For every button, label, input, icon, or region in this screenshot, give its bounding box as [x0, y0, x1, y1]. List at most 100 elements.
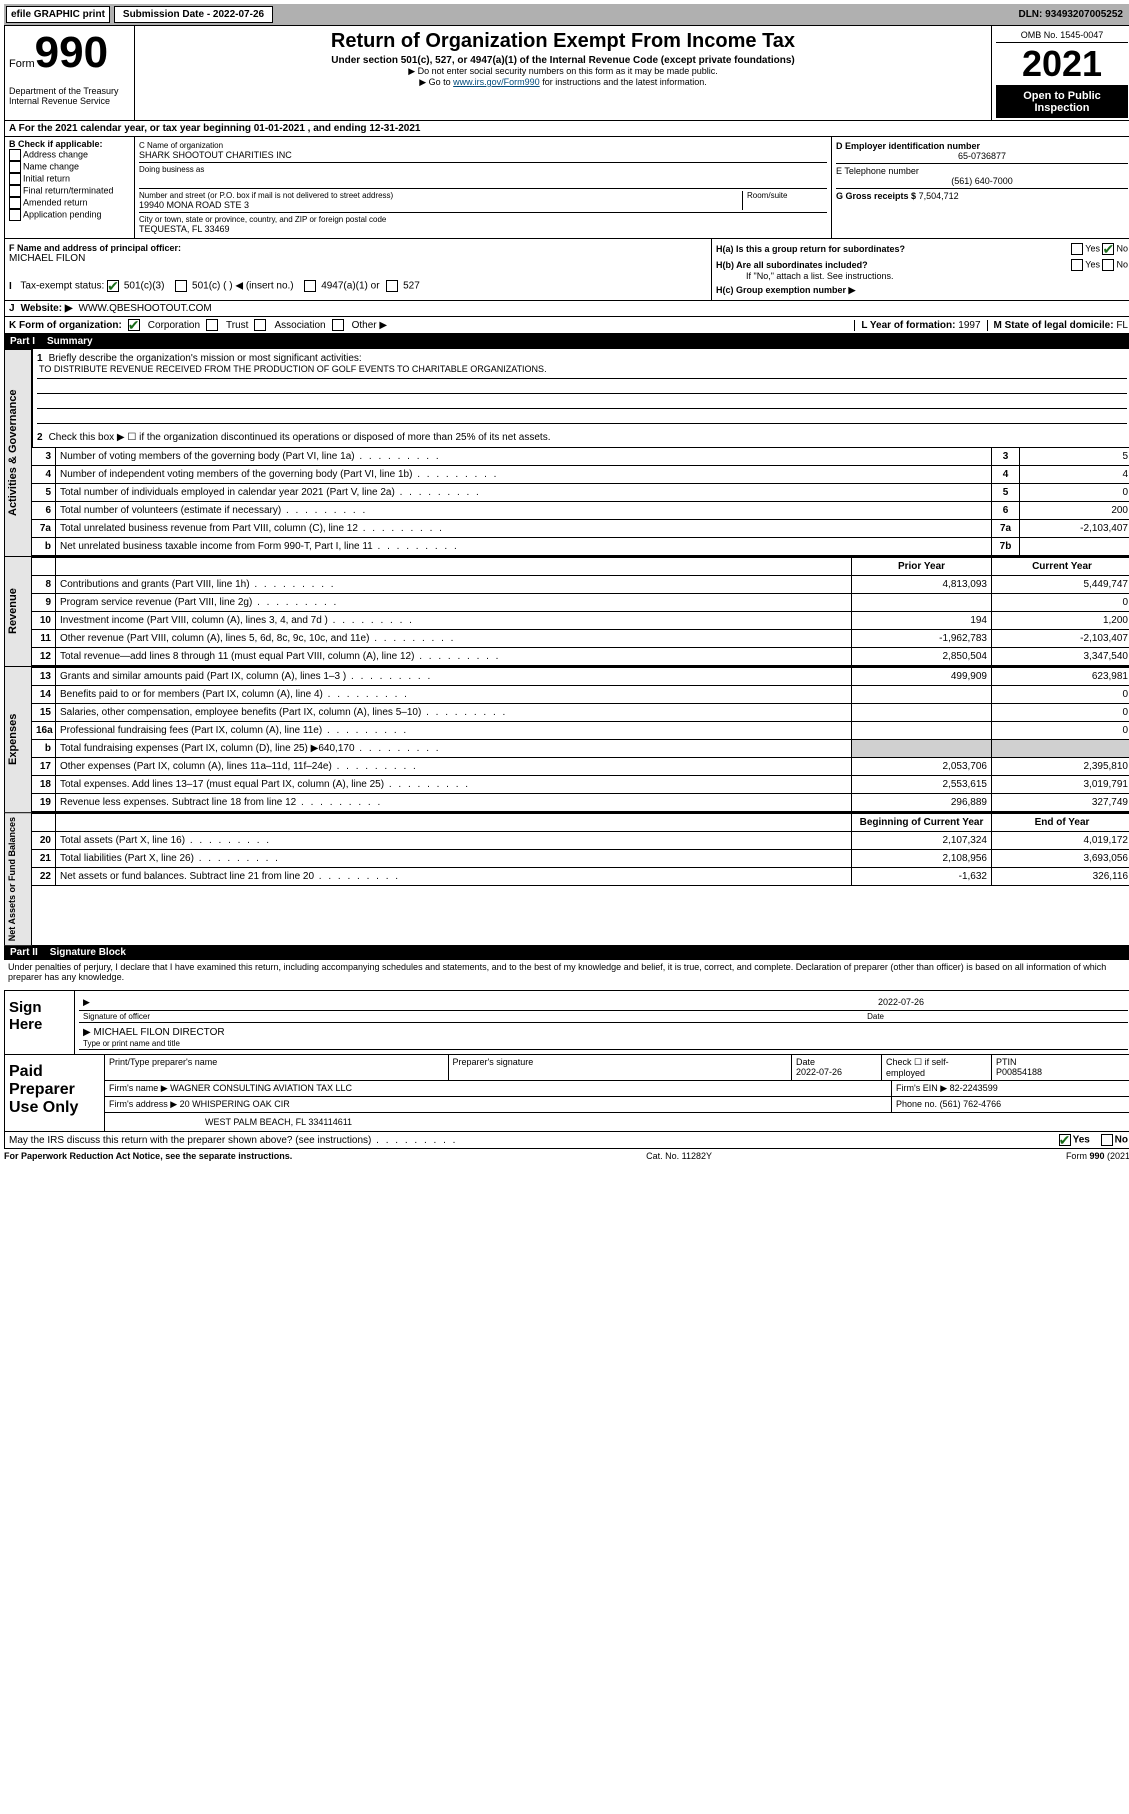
- summary-row: 4Number of independent voting members of…: [32, 466, 1129, 484]
- prep-date: 2022-07-26: [796, 1067, 842, 1077]
- netassets-header: Beginning of Current Year End of Year: [32, 812, 1129, 832]
- form-note2: ▶ Go to www.irs.gov/Form990 for instruct…: [139, 77, 987, 88]
- g-label: G Gross receipts $: [836, 191, 916, 201]
- ha-no-checkbox[interactable]: [1102, 243, 1114, 255]
- summary-row: 11Other revenue (Part VIII, column (A), …: [32, 630, 1129, 648]
- gross-receipts: 7,504,712: [919, 191, 959, 201]
- page-footer: For Paperwork Reduction Act Notice, see …: [4, 1149, 1129, 1163]
- d-label: D Employer identification number: [836, 141, 1128, 151]
- summary-row: 17Other expenses (Part IX, column (A), l…: [32, 758, 1129, 776]
- other-checkbox[interactable]: [332, 319, 344, 331]
- org-name: SHARK SHOOTOUT CHARITIES INC: [139, 150, 827, 160]
- part-ii-num: Part II: [10, 947, 38, 958]
- row-k-form-org: K Form of organization: Corporation Trus…: [4, 317, 1129, 334]
- row-j-website: J Website: ▶ WWW.QBESHOOTOUT.COM: [4, 301, 1129, 317]
- f-label: F Name and address of principal officer:: [9, 243, 707, 253]
- side-netassets: Net Assets or Fund Balances: [4, 812, 32, 945]
- firm-address: 20 WHISPERING OAK CIR: [180, 1099, 290, 1109]
- section-b-to-g: B Check if applicable: Address change Na…: [4, 137, 1129, 239]
- summary-row: 21Total liabilities (Part X, line 26)2,1…: [32, 850, 1129, 868]
- firm-name-row: Firm's name ▶ WAGNER CONSULTING AVIATION…: [105, 1081, 1129, 1097]
- sign-here-label: Sign Here: [5, 991, 75, 1054]
- footer-mid: Cat. No. 11282Y: [646, 1151, 712, 1161]
- part-ii-title: Signature Block: [50, 947, 126, 958]
- side-governance: Activities & Governance: [4, 349, 32, 556]
- top-bar: efile GRAPHIC print Submission Date - 20…: [4, 4, 1129, 25]
- 4947-checkbox[interactable]: [304, 280, 316, 292]
- discuss-row: May the IRS discuss this return with the…: [4, 1132, 1129, 1149]
- summary-row: 18Total expenses. Add lines 13–17 (must …: [32, 776, 1129, 794]
- side-revenue: Revenue: [4, 556, 32, 666]
- phone: (561) 640-7000: [836, 176, 1128, 186]
- hb-label: H(b) Are all subordinates included?: [716, 260, 868, 270]
- summary-row: 8Contributions and grants (Part VIII, li…: [32, 576, 1129, 594]
- form-990-box: Form990 Department of the Treasury Inter…: [5, 26, 135, 120]
- firm-phone: (561) 762-4766: [940, 1099, 1002, 1109]
- summary-row: 5Total number of individuals employed in…: [32, 484, 1129, 502]
- form-header: Form990 Department of the Treasury Inter…: [4, 25, 1129, 121]
- summary-row: 19Revenue less expenses. Subtract line 1…: [32, 794, 1129, 812]
- final-return-checkbox[interactable]: [9, 185, 21, 197]
- website-value: WWW.QBESHOOTOUT.COM: [79, 303, 212, 314]
- 527-checkbox[interactable]: [386, 280, 398, 292]
- expenses-section: Expenses 13Grants and similar amounts pa…: [4, 666, 1129, 812]
- corporation-checkbox[interactable]: [128, 319, 140, 331]
- revenue-section: Revenue Prior Year Current Year 8Contrib…: [4, 556, 1129, 666]
- city-label: City or town, state or province, country…: [139, 215, 827, 224]
- form-number: 990: [35, 28, 108, 77]
- addr-label: Number and street (or P.O. box if mail i…: [139, 191, 742, 200]
- association-checkbox[interactable]: [254, 319, 266, 331]
- hb-yes-checkbox[interactable]: [1071, 259, 1083, 271]
- name-caption: Type or print name and title: [79, 1038, 1128, 1050]
- footer-left: For Paperwork Reduction Act Notice, see …: [4, 1151, 292, 1161]
- 501c3-checkbox[interactable]: [107, 280, 119, 292]
- summary-row: 6Total number of volunteers (estimate if…: [32, 502, 1129, 520]
- summary-row: 16aProfessional fundraising fees (Part I…: [32, 722, 1129, 740]
- form-title: Return of Organization Exempt From Incom…: [139, 30, 987, 53]
- initial-return-checkbox[interactable]: [9, 173, 21, 185]
- row-a-tax-year: A For the 2021 calendar year, or tax yea…: [4, 121, 1129, 137]
- discuss-yes-checkbox[interactable]: [1059, 1134, 1071, 1146]
- paid-preparer-section: Paid Preparer Use Only Print/Type prepar…: [4, 1055, 1129, 1132]
- summary-row: 14Benefits paid to or for members (Part …: [32, 686, 1129, 704]
- prior-year-header: Prior Year: [852, 558, 992, 575]
- org-info: C Name of organization SHARK SHOOTOUT CH…: [135, 137, 832, 238]
- ha-yes-checkbox[interactable]: [1071, 243, 1083, 255]
- principal-officer: MICHAEL FILON: [9, 253, 707, 264]
- mission-text: TO DISTRIBUTE REVENUE RECEIVED FROM THE …: [37, 364, 1127, 379]
- firm-address2: WEST PALM BEACH, FL 334114611: [105, 1113, 1129, 1131]
- discuss-no-checkbox[interactable]: [1101, 1134, 1113, 1146]
- irs-label: Internal Revenue Service: [9, 96, 130, 106]
- check-if-applicable: B Check if applicable: Address change Na…: [5, 137, 135, 238]
- name-change-checkbox[interactable]: [9, 161, 21, 173]
- trust-checkbox[interactable]: [206, 319, 218, 331]
- omb-number: OMB No. 1545-0047: [996, 28, 1128, 43]
- hb-note: If "No," attach a list. See instructions…: [716, 271, 1128, 281]
- dept-treasury: Department of the Treasury: [9, 86, 130, 96]
- part-i-title: Summary: [47, 336, 93, 347]
- efile-button[interactable]: efile GRAPHIC print: [6, 6, 110, 23]
- paid-preparer-label: Paid Preparer Use Only: [5, 1055, 105, 1131]
- amended-return-checkbox[interactable]: [9, 197, 21, 209]
- part-i-num: Part I: [10, 336, 35, 347]
- website-label: Website: ▶: [21, 303, 73, 314]
- application-pending-checkbox[interactable]: [9, 209, 21, 221]
- firm-addr-row: Firm's address ▶ 20 WHISPERING OAK CIR P…: [105, 1097, 1129, 1113]
- summary-section: Activities & Governance 1Briefly describ…: [4, 349, 1129, 556]
- section-f-h: F Name and address of principal officer:…: [4, 239, 1129, 301]
- summary-row: 15Salaries, other compensation, employee…: [32, 704, 1129, 722]
- officer-name: MICHAEL FILON DIRECTOR: [93, 1027, 224, 1038]
- firm-ein: 82-2243599: [950, 1083, 998, 1093]
- tax-exempt-label: Tax-exempt status:: [20, 281, 104, 292]
- address-change-checkbox[interactable]: [9, 149, 21, 161]
- year-box: OMB No. 1545-0047 2021 Open to Public In…: [992, 26, 1129, 120]
- summary-row: 7aTotal unrelated business revenue from …: [32, 520, 1129, 538]
- part-i-header: Part I Summary: [4, 334, 1129, 349]
- ha-label: H(a) Is this a group return for subordin…: [716, 244, 905, 254]
- irs-link[interactable]: www.irs.gov/Form990: [453, 77, 540, 87]
- summary-row: 20Total assets (Part X, line 16)2,107,32…: [32, 832, 1129, 850]
- street-address: 19940 MONA ROAD STE 3: [139, 200, 742, 210]
- 501c-checkbox[interactable]: [175, 280, 187, 292]
- city-state-zip: TEQUESTA, FL 33469: [139, 224, 827, 234]
- hb-no-checkbox[interactable]: [1102, 259, 1114, 271]
